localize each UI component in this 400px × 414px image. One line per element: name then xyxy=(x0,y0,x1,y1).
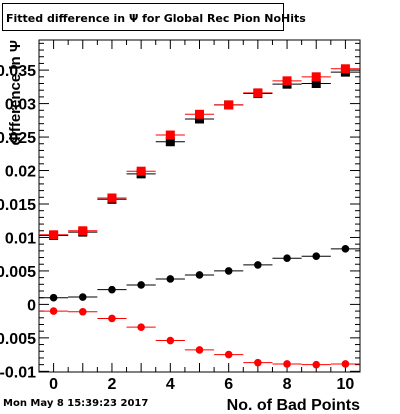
data-point-square xyxy=(195,114,204,124)
data-point-circle xyxy=(137,323,145,331)
data-point-circle xyxy=(108,314,116,323)
data-point-circle xyxy=(195,346,204,354)
data-point-circle xyxy=(341,245,350,253)
data-point-circle xyxy=(224,350,233,359)
y-tick-label: 0.02 xyxy=(5,164,36,181)
data-point-square xyxy=(107,193,117,203)
data-point-circle xyxy=(254,358,262,367)
data-point-circle xyxy=(78,307,87,316)
data-point-circle xyxy=(312,360,321,369)
y-axis-label: difference in Ψ xyxy=(7,40,24,146)
timestamp: Mon May 8 15:39:23 2017 xyxy=(3,398,149,409)
data-point-circle xyxy=(283,254,291,263)
data-point-circle xyxy=(224,267,233,275)
data-point-circle xyxy=(166,275,175,283)
data-point-square xyxy=(78,226,88,236)
data-point-square xyxy=(165,130,175,140)
x-tick-label: 4 xyxy=(166,376,175,393)
data-point-square xyxy=(253,88,263,98)
data-point-square xyxy=(49,230,59,240)
x-tick-label: 2 xyxy=(108,376,117,393)
x-axis-label: No. of Bad Points xyxy=(227,397,360,414)
data-point-square xyxy=(195,109,204,119)
y-tick-label: 0.015 xyxy=(0,197,36,214)
y-tick-label: 0 xyxy=(27,297,36,314)
x-tick-label: 10 xyxy=(337,376,355,393)
data-point-circle xyxy=(312,252,321,261)
x-tick-label: 0 xyxy=(49,376,58,393)
data-point-square xyxy=(311,79,321,89)
y-tick-label: -0.005 xyxy=(0,331,36,348)
data-point-square xyxy=(224,100,234,110)
data-point-circle xyxy=(283,360,291,368)
data-point-circle xyxy=(137,281,145,289)
data-point-circle xyxy=(49,293,58,302)
data-point-circle xyxy=(254,261,262,269)
y-tick-label: -0.01 xyxy=(0,364,36,381)
data-point-square xyxy=(165,137,175,147)
data-point-square xyxy=(340,64,350,74)
data-point-circle xyxy=(195,271,204,279)
data-point-square xyxy=(136,166,146,176)
y-tick-label: 0.005 xyxy=(0,264,36,281)
data-point-square xyxy=(311,72,321,82)
y-tick-label: 0.025 xyxy=(0,130,36,147)
y-tick-label: 0.03 xyxy=(5,97,36,114)
data-point-circle xyxy=(341,360,350,368)
x-tick-label: 6 xyxy=(224,376,233,393)
y-tick-label: 0.01 xyxy=(5,230,36,247)
y-tick-label: 0.035 xyxy=(0,63,36,80)
data-point-circle xyxy=(108,285,116,294)
data-point-circle xyxy=(78,293,87,301)
chart-title: Fitted difference in Ψ for Global Rec Pi… xyxy=(2,3,306,31)
data-point-square xyxy=(282,76,292,86)
data-point-circle xyxy=(166,336,175,345)
x-tick-label: 8 xyxy=(283,376,292,393)
plot-frame xyxy=(38,39,361,373)
data-point-circle xyxy=(49,307,58,315)
